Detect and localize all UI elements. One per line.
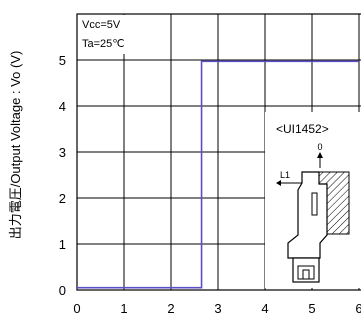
x-tick-label: 1 [120, 301, 127, 316]
y-tick-label: 2 [59, 191, 66, 206]
inset-sensor-slot [312, 193, 317, 215]
inset-l1-label: L1 [280, 170, 290, 180]
y-tick-label: 5 [59, 53, 66, 68]
y-tick-label: 3 [59, 145, 66, 160]
inset-title: <UI1452> [276, 122, 329, 136]
inset-connector-latch [303, 270, 309, 279]
x-tick-labels: 0 1 2 3 4 5 6 [73, 301, 361, 316]
y-tick-label: 0 [59, 283, 66, 298]
x-tick-label: 3 [214, 301, 221, 316]
inset-axis-label: 0 [317, 142, 322, 152]
y-tick-labels: 0 1 2 3 4 5 [59, 53, 66, 298]
y-axis-label: 出力電圧/Output Voltage : Vo (V) [8, 51, 23, 240]
x-tick-label: 2 [167, 301, 174, 316]
x-tick-label: 5 [308, 301, 315, 316]
y-tick-label: 1 [59, 237, 66, 252]
condition-ta: Ta=25℃ [82, 38, 125, 50]
sensor-inset: <UI1452> 0 L1 [265, 112, 361, 288]
condition-vcc: Vcc=5V [82, 19, 121, 31]
x-tick-label: 6 [355, 301, 361, 316]
x-tick-label: 0 [73, 301, 80, 316]
y-tick-label: 4 [59, 99, 66, 114]
x-tick-label: 4 [261, 301, 268, 316]
